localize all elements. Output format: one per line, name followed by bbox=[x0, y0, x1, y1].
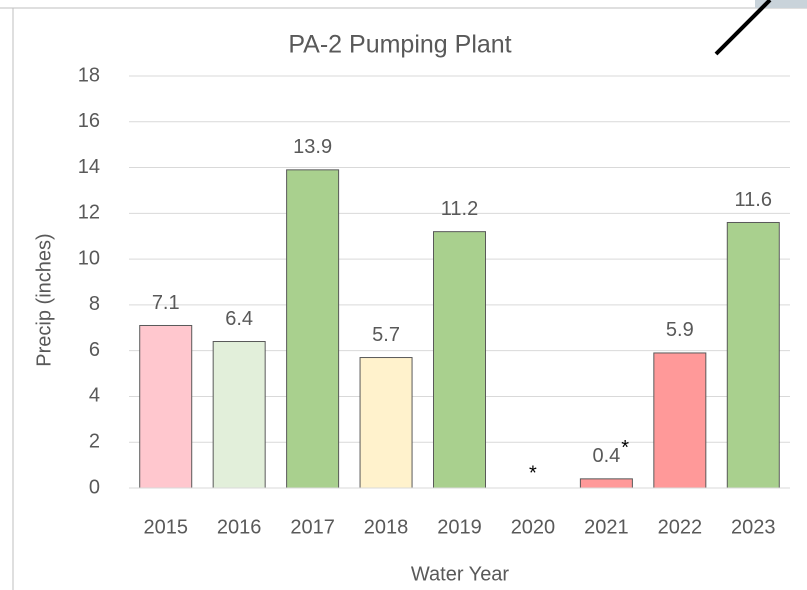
bar bbox=[213, 342, 265, 488]
data-label: 0.4 bbox=[592, 445, 620, 467]
bar bbox=[360, 358, 412, 488]
data-label: 5.7 bbox=[372, 324, 400, 346]
x-tick-label: 2017 bbox=[290, 516, 335, 538]
y-tick-label: 4 bbox=[89, 385, 100, 407]
x-tick-label: 2019 bbox=[437, 516, 482, 538]
chart: PA-2 Pumping Plant Precip (inches) Water… bbox=[0, 0, 807, 590]
bar bbox=[140, 325, 192, 488]
y-tick-label: 16 bbox=[78, 110, 100, 132]
bar bbox=[580, 479, 632, 488]
annotation: * bbox=[529, 462, 537, 484]
x-tick-label: 2021 bbox=[584, 516, 629, 538]
y-tick-label: 2 bbox=[89, 431, 100, 453]
y-tick-label: 14 bbox=[78, 156, 100, 178]
x-tick-label: 2016 bbox=[217, 516, 262, 538]
data-label: 11.6 bbox=[735, 189, 772, 211]
x-tick-label: 2018 bbox=[364, 516, 409, 538]
bar bbox=[727, 222, 779, 488]
data-label: 7.1 bbox=[152, 292, 180, 314]
x-tick-label: 2015 bbox=[143, 516, 188, 538]
bar bbox=[434, 232, 486, 488]
y-axis-title: Precip (inches) bbox=[33, 233, 55, 366]
y-tick-label: 18 bbox=[78, 64, 100, 86]
bar bbox=[287, 170, 339, 488]
y-tick-label: 8 bbox=[89, 293, 100, 315]
bar bbox=[654, 353, 706, 488]
background bbox=[0, 0, 807, 590]
y-tick-label: 10 bbox=[78, 247, 100, 269]
data-label: 5.9 bbox=[666, 319, 694, 341]
data-label: 13.9 bbox=[293, 136, 332, 158]
data-label: 11.2 bbox=[441, 198, 478, 220]
x-tick-label: 2020 bbox=[511, 516, 556, 538]
y-tick-label: 0 bbox=[89, 476, 100, 498]
y-tick-label: 6 bbox=[89, 339, 100, 361]
x-axis-title: Water Year bbox=[411, 563, 510, 585]
x-tick-label: 2022 bbox=[658, 516, 703, 538]
chart-title: PA-2 Pumping Plant bbox=[288, 31, 511, 59]
x-tick-label: 2023 bbox=[731, 516, 776, 538]
annotation: * bbox=[621, 437, 629, 459]
y-tick-label: 12 bbox=[78, 202, 100, 224]
data-label: 6.4 bbox=[225, 308, 253, 330]
